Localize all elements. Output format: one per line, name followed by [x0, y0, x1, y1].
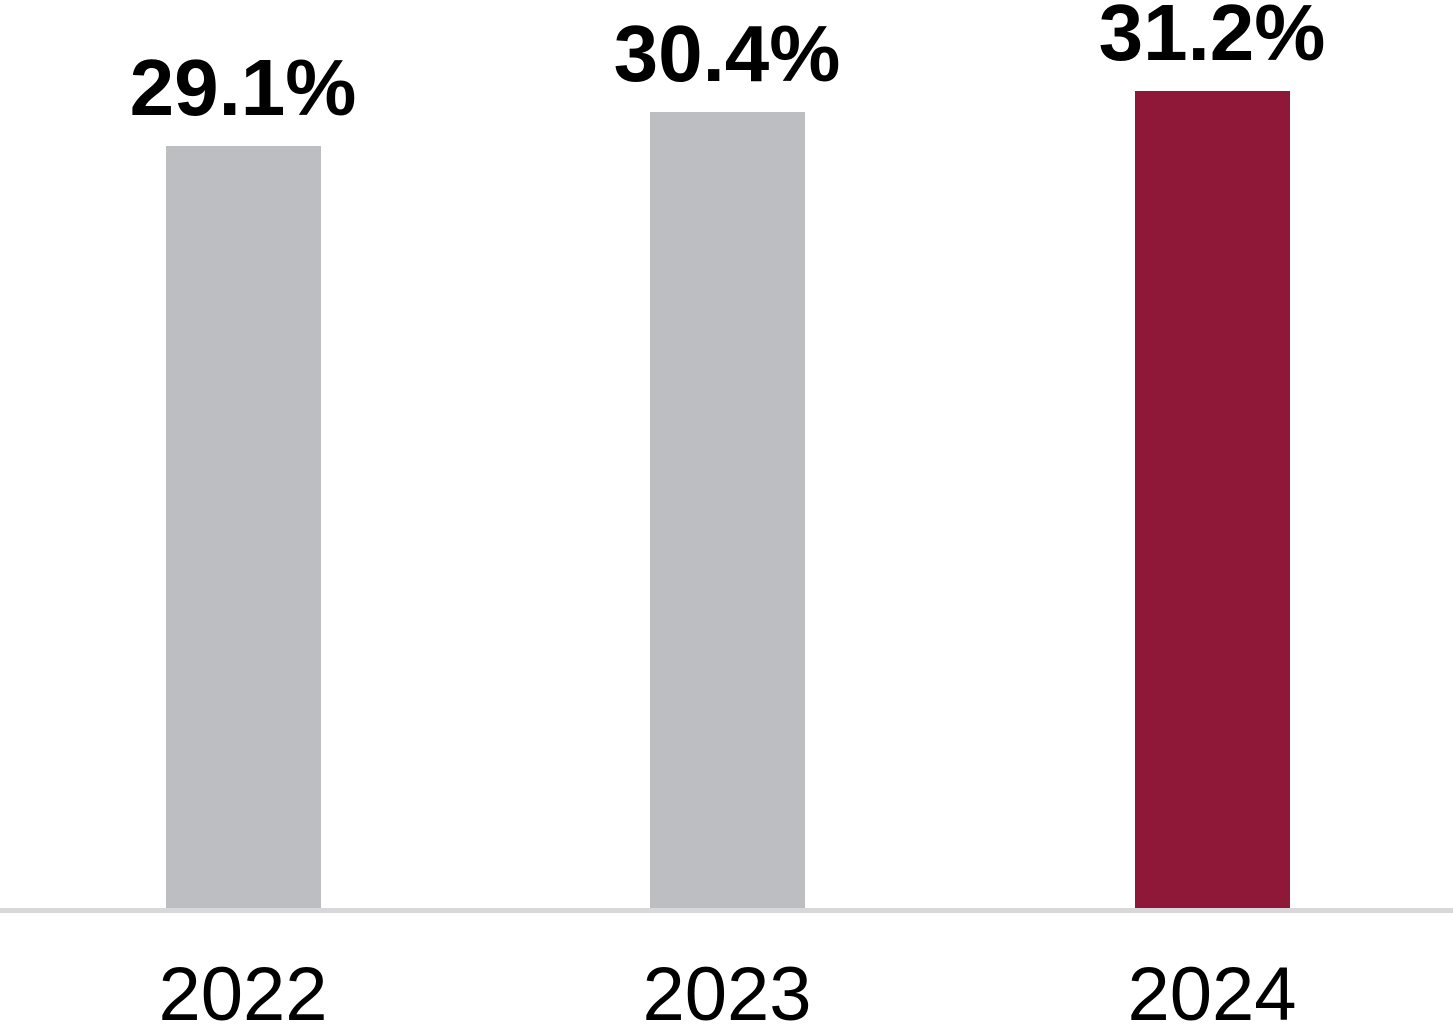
x-axis-label: 2024 — [1127, 952, 1297, 1030]
bar-value-label: 30.4% — [613, 9, 841, 98]
bar-group-2022: 29.1% 2022 — [130, 0, 357, 1030]
bar-value-label: 29.1% — [129, 43, 357, 132]
bar-group-2023: 30.4% 2023 — [614, 0, 841, 1030]
x-axis-label: 2022 — [158, 952, 328, 1030]
bar-group-2024: 31.2% 2024 — [1099, 0, 1326, 1030]
x-axis-baseline — [0, 908, 1453, 913]
x-axis-label: 2023 — [642, 952, 812, 1030]
bar — [165, 146, 321, 908]
bar — [1134, 91, 1290, 908]
bar-value-label: 31.2% — [1098, 0, 1326, 77]
bar — [649, 112, 805, 908]
